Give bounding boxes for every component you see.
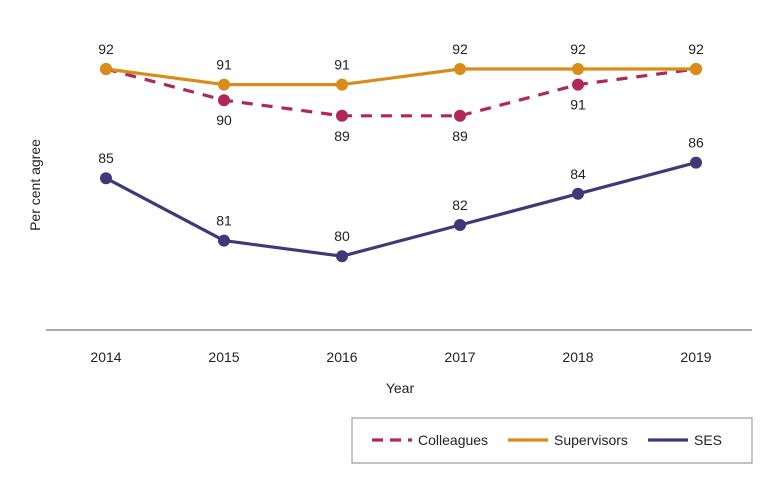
colleagues-point <box>336 109 348 122</box>
y-axis-title: Per cent agree <box>27 139 43 231</box>
supervisors-data-label: 92 <box>570 41 586 57</box>
x-tick-label: 2017 <box>444 349 475 365</box>
x-tick-label: 2018 <box>562 349 593 365</box>
ses-data-label: 86 <box>688 135 704 151</box>
ses-data-label: 85 <box>98 150 114 166</box>
supervisors-point <box>454 63 466 75</box>
colleagues-data-label: 89 <box>452 128 468 144</box>
ses-point <box>572 187 584 200</box>
legend-label-ses: SES <box>694 432 722 448</box>
x-tick-label: 2019 <box>680 349 711 365</box>
ses-data-label: 80 <box>334 228 350 244</box>
ses-data-label: 81 <box>216 213 232 229</box>
x-axis-title: Year <box>386 380 415 396</box>
ses-line <box>105 161 697 258</box>
series-lines <box>105 67 697 258</box>
ses-point <box>336 250 348 263</box>
x-tick-label: 2015 <box>208 349 239 365</box>
legend-label-colleagues: Colleagues <box>418 432 488 448</box>
ses-data-label: 82 <box>452 197 468 213</box>
supervisors-point <box>100 63 112 75</box>
x-tick-label: 2014 <box>90 349 121 365</box>
supervisors-data-label: 92 <box>98 41 114 57</box>
ses-point <box>218 234 230 247</box>
ses-point <box>100 172 112 185</box>
data-labels: 90 89 89 91 92 91 91 92 92 92 85 81 80 82 84 86 <box>98 41 704 244</box>
supervisors-data-label: 91 <box>334 57 350 73</box>
supervisors-point <box>572 63 584 75</box>
ses-point <box>454 219 466 231</box>
colleagues-point <box>454 109 466 122</box>
supervisors-line <box>105 67 696 87</box>
x-tick-label: 2016 <box>326 349 357 365</box>
series-points <box>100 63 702 263</box>
colleagues-data-label: 89 <box>334 128 350 144</box>
colleagues-data-label: 90 <box>216 112 232 128</box>
colleagues-line <box>105 67 697 118</box>
supervisors-data-label: 91 <box>216 57 232 73</box>
supervisors-point <box>690 63 702 75</box>
ses-point <box>690 156 702 169</box>
legend: Colleagues Supervisors SES <box>351 417 753 464</box>
supervisors-data-label: 92 <box>452 41 468 57</box>
ses-data-label: 84 <box>570 166 586 182</box>
colleagues-point <box>572 78 584 91</box>
supervisors-point <box>218 78 230 91</box>
colleagues-data-label: 91 <box>570 97 586 113</box>
supervisors-point <box>336 78 348 91</box>
legend-label-supervisors: Supervisors <box>554 432 628 448</box>
colleagues-point <box>218 94 230 107</box>
supervisors-data-label: 92 <box>688 41 704 57</box>
x-tick-labels: 2014 2015 2016 2017 2018 2019 <box>90 349 711 365</box>
